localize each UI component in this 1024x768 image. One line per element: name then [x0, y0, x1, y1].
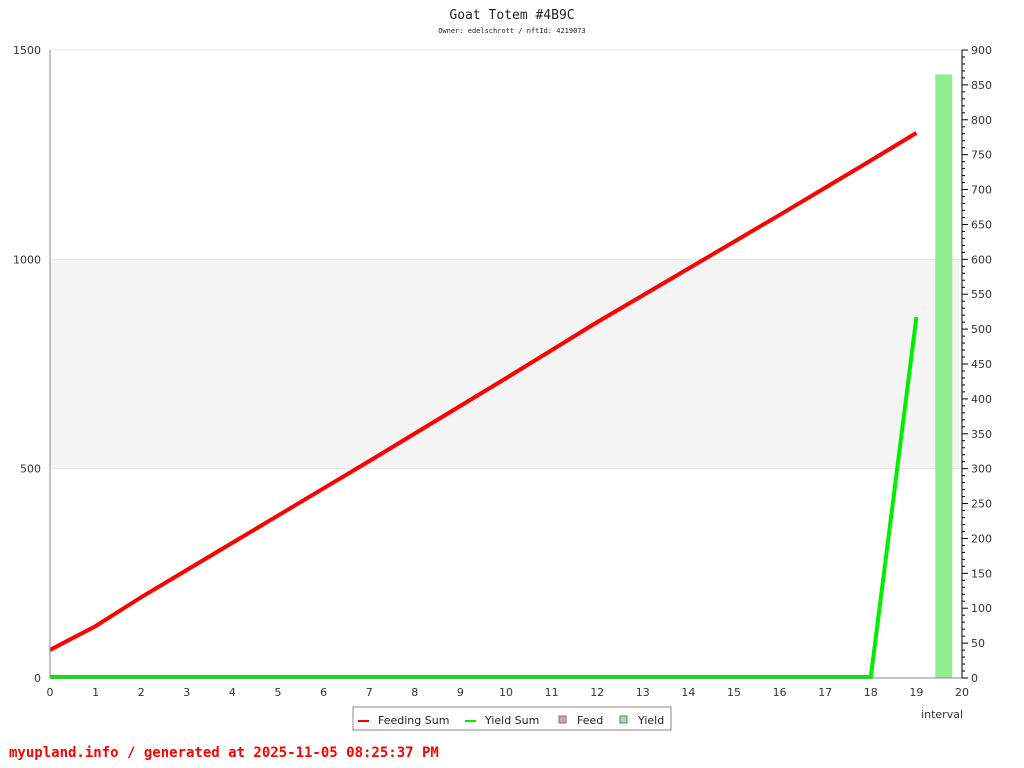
y-right-tick-label: 500 — [971, 323, 992, 336]
y-right-tick-label: 400 — [971, 393, 992, 406]
legend-swatch — [558, 715, 567, 724]
legend-label: Yield — [637, 714, 664, 727]
chart-title: Goat Totem #4B9C — [449, 8, 574, 23]
y-right-tick-label: 300 — [971, 463, 992, 476]
legend-box — [352, 706, 672, 731]
y-right-tick-label: 800 — [971, 114, 992, 127]
y-left-tick-label: 1000 — [13, 253, 41, 266]
y-right-tick-label: 450 — [971, 358, 992, 371]
y-right-tick-label: 900 — [971, 44, 992, 57]
y-right-tick-label: 150 — [971, 567, 992, 580]
y-left-tick-label: 1500 — [13, 44, 41, 57]
y-right-tick-label: 50 — [971, 637, 985, 650]
x-axis-label: interval — [921, 708, 963, 721]
y-right-tick-label: 700 — [971, 184, 992, 197]
x-tick-label: 12 — [590, 686, 604, 699]
y-right-tick-label: 0 — [971, 672, 978, 685]
x-tick-label: 20 — [955, 686, 969, 699]
bar-yield — [935, 74, 953, 678]
y-right-tick-label: 650 — [971, 218, 992, 231]
x-tick-label: 9 — [457, 686, 464, 699]
x-tick-label: 14 — [681, 686, 695, 699]
x-tick-label: 19 — [909, 686, 923, 699]
legend-label: Feeding Sum — [378, 714, 449, 727]
y-right-tick-label: 750 — [971, 149, 992, 162]
x-tick-label: 10 — [499, 686, 513, 699]
y-left-tick-label: 0 — [34, 672, 41, 685]
x-tick-label: 0 — [47, 686, 54, 699]
legend: Feeding Sum Yield Sum Feed Yield — [352, 706, 672, 731]
x-tick-label: 2 — [138, 686, 145, 699]
x-tick-label: 3 — [183, 686, 190, 699]
x-tick-label: 15 — [727, 686, 741, 699]
chart-subtitle: Owner: edelschrott / nftId: 4219073 — [438, 27, 586, 35]
y-right-tick-label: 200 — [971, 532, 992, 545]
x-tick-label: 1 — [92, 686, 99, 699]
y-right-tick-label: 250 — [971, 498, 992, 511]
grid-band — [50, 259, 962, 469]
x-tick-label: 17 — [818, 686, 832, 699]
line-feeding-sum — [49, 131, 918, 652]
x-tick-label: 13 — [636, 686, 650, 699]
x-tick-label: 7 — [366, 686, 373, 699]
y-right-tick-label: 550 — [971, 288, 992, 301]
y-right-tick-label: 850 — [971, 79, 992, 92]
x-tick-label: 18 — [864, 686, 878, 699]
y-right-tick-label: 350 — [971, 428, 992, 441]
x-tick-label: 8 — [411, 686, 418, 699]
x-tick-label: 16 — [773, 686, 787, 699]
y-right-tick-label: 100 — [971, 602, 992, 615]
legend-swatch — [619, 715, 628, 724]
legend-label: Feed — [577, 714, 603, 727]
x-tick-label: 11 — [545, 686, 559, 699]
x-tick-label: 4 — [229, 686, 236, 699]
legend-label: Yield Sum — [484, 714, 539, 727]
x-tick-label: 6 — [320, 686, 327, 699]
line-yield-sum — [50, 316, 919, 679]
x-tick-label: 5 — [275, 686, 282, 699]
y-right-tick-label: 600 — [971, 253, 992, 266]
y-left-tick-label: 500 — [20, 463, 41, 476]
footer-text: myupland.info / generated at 2025-11-05 … — [9, 745, 439, 761]
